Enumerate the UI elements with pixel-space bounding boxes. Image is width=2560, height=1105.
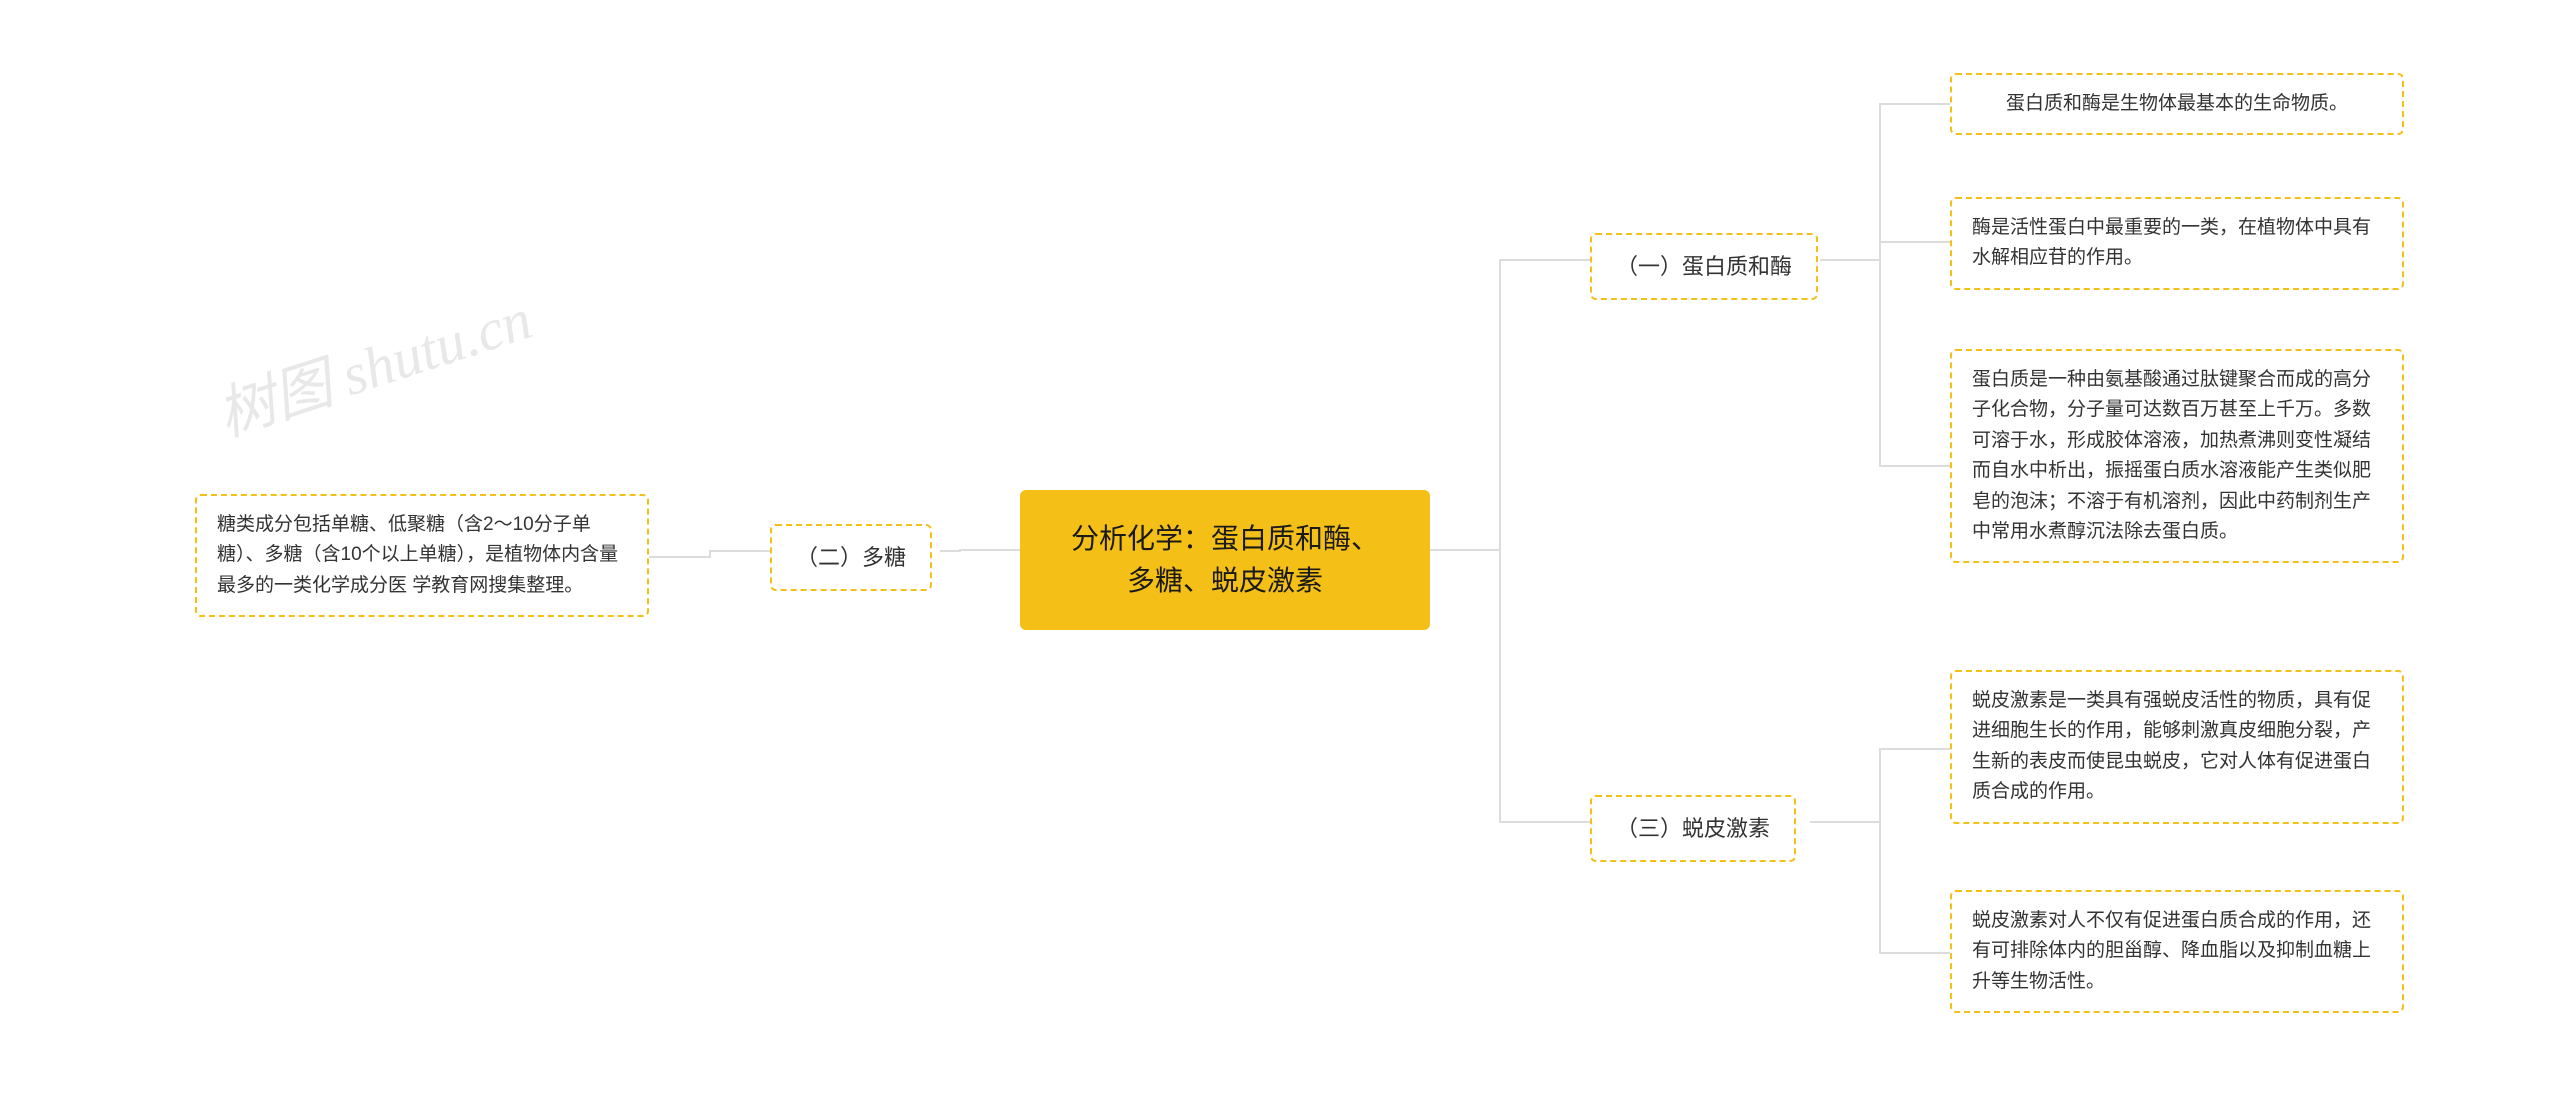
leaf-3-1: 蜕皮激素是一类具有强蜕皮活性的物质，具有促进细胞生长的作用，能够刺激真皮细胞分裂…	[1950, 670, 2404, 824]
center-node: 分析化学：蛋白质和酶、 多糖、蜕皮激素	[1020, 490, 1430, 630]
leaf-1-2: 酶是活性蛋白中最重要的一类，在植物体中具有水解相应苷的作用。	[1950, 197, 2404, 290]
leaf-1-2-text: 酶是活性蛋白中最重要的一类，在植物体中具有水解相应苷的作用。	[1972, 213, 2382, 274]
center-title: 分析化学：蛋白质和酶、 多糖、蜕皮激素	[1071, 518, 1379, 602]
leaf-3-2: 蜕皮激素对人不仅有促进蛋白质合成的作用，还有可排除体内的胆甾醇、降血脂以及抑制血…	[1950, 890, 2404, 1013]
leaf-2-1: 糖类成分包括单糖、低聚糖（含2～10分子单糖）、多糖（含10个以上单糖），是植物…	[195, 494, 649, 617]
leaf-1-1: 蛋白质和酶是生物体最基本的生命物质。	[1950, 73, 2404, 135]
leaf-1-1-text: 蛋白质和酶是生物体最基本的生命物质。	[2006, 89, 2348, 119]
branch-polysaccharide: （二）多糖	[770, 524, 932, 591]
branch-3-label: （三）蜕皮激素	[1616, 811, 1770, 846]
branch-2-label: （二）多糖	[796, 540, 906, 575]
leaf-3-1-text: 蜕皮激素是一类具有强蜕皮活性的物质，具有促进细胞生长的作用，能够刺激真皮细胞分裂…	[1972, 686, 2382, 808]
branch-ecdysone: （三）蜕皮激素	[1590, 795, 1796, 862]
leaf-1-3-text: 蛋白质是一种由氨基酸通过肽键聚合而成的高分子化合物，分子量可达数百万甚至上千万。…	[1972, 365, 2382, 547]
leaf-3-2-text: 蜕皮激素对人不仅有促进蛋白质合成的作用，还有可排除体内的胆甾醇、降血脂以及抑制血…	[1972, 906, 2382, 997]
branch-protein-enzyme: （一）蛋白质和酶	[1590, 233, 1818, 300]
leaf-1-3: 蛋白质是一种由氨基酸通过肽键聚合而成的高分子化合物，分子量可达数百万甚至上千万。…	[1950, 349, 2404, 563]
branch-1-label: （一）蛋白质和酶	[1616, 249, 1792, 284]
leaf-2-1-text: 糖类成分包括单糖、低聚糖（含2～10分子单糖）、多糖（含10个以上单糖），是植物…	[217, 510, 627, 601]
